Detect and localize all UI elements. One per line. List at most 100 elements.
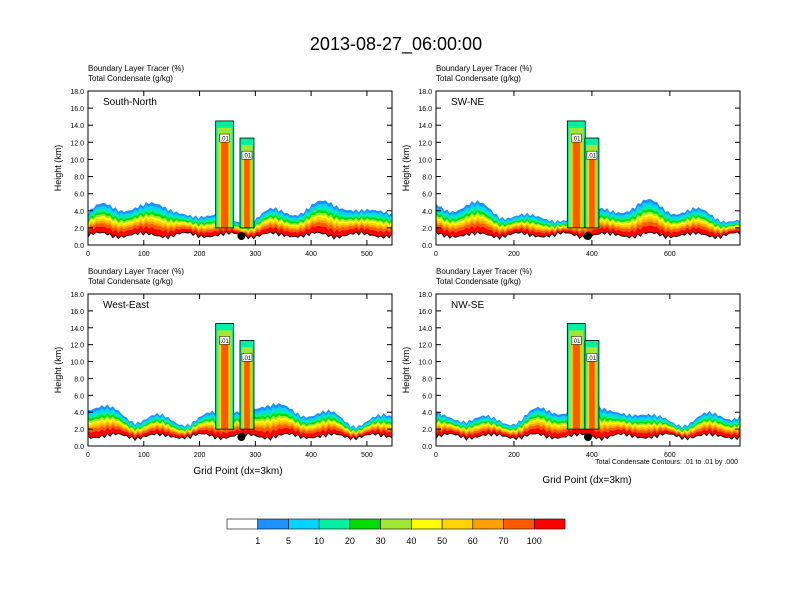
colorbar-swatch	[472, 518, 504, 530]
y-tick-label: 8.0	[422, 175, 432, 182]
colorbar-label: 30	[376, 536, 386, 546]
colorbar: 1 5 10 20 30 40 50 60 70 100	[226, 518, 566, 546]
y-tick-label: 6.0	[422, 393, 432, 400]
y-tick-label: 14.0	[418, 326, 432, 333]
panel-name: South-North	[103, 97, 157, 108]
x-tick-label: 200	[508, 251, 520, 258]
var-label: Total Condensate (g/kg)	[436, 277, 521, 286]
plume-column	[221, 343, 229, 430]
panel-frame	[435, 90, 741, 246]
y-tick-label: 4.0	[74, 209, 84, 216]
colorbar-label: 10	[314, 536, 324, 546]
contour-label: .01	[572, 339, 581, 345]
x-tick-label: 0	[86, 251, 90, 258]
y-tick-label: 18.0	[418, 292, 432, 299]
panel-name: NW-SE	[451, 300, 484, 311]
colorbar-label: 100	[527, 536, 542, 546]
var-label: Boundary Layer Tracer (%)	[436, 267, 532, 276]
figure-title: 2013-08-27_06:00:00	[310, 34, 482, 55]
panel-name: West-East	[103, 300, 149, 311]
x-tick-label: 400	[586, 251, 598, 258]
y-axis-label: Height (km)	[53, 347, 63, 394]
y-tick-label: 12.0	[418, 140, 432, 147]
y-tick-label: 8.0	[74, 175, 84, 182]
y-axis-label: Height (km)	[401, 145, 411, 192]
y-tick-label: 10.0	[70, 360, 84, 367]
panel-frame	[87, 90, 393, 246]
contour-label: .01	[243, 356, 252, 362]
y-tick-label: 0.0	[74, 243, 84, 250]
y-tick-label: 6.0	[74, 393, 84, 400]
colorbar-swatch	[533, 518, 566, 530]
colorbar-swatch	[257, 518, 289, 530]
y-tick-label: 18.0	[70, 292, 84, 299]
condensate-contour	[215, 323, 235, 430]
y-tick-label: 4.0	[422, 410, 432, 417]
y-tick-label: 12.0	[70, 140, 84, 147]
panel-south-north: Boundary Layer Tracer (%)Total Condensat…	[53, 64, 393, 258]
y-tick-label: 14.0	[70, 123, 84, 130]
x-tick-label: 0	[86, 452, 90, 459]
var-label: Boundary Layer Tracer (%)	[436, 64, 532, 73]
colorbar-swatch	[441, 518, 474, 530]
y-axis-label: Height (km)	[401, 347, 411, 394]
contour-note: Total Condensate Contours: .01 to .01 by…	[595, 459, 738, 466]
location-marker	[584, 433, 592, 441]
panel-frame	[87, 293, 393, 447]
contour-label: .01	[220, 339, 229, 345]
contour-label: .01	[588, 356, 597, 362]
colorbar-label: 5	[286, 536, 291, 546]
y-tick-label: 14.0	[418, 123, 432, 130]
colorbar-swatch	[380, 518, 412, 530]
contour-label: .01	[243, 154, 252, 160]
y-tick-label: 6.0	[74, 192, 84, 199]
y-tick-label: 10.0	[70, 157, 84, 164]
x-tick-label: 100	[138, 251, 150, 258]
contour-label-box	[219, 336, 230, 345]
location-marker	[237, 433, 246, 441]
y-axis-label: Height (km)	[53, 145, 63, 192]
plume-column	[244, 360, 250, 430]
y-tick-label: 12.0	[418, 343, 432, 350]
y-tick-label: 2.0	[422, 226, 432, 233]
y-tick-label: 2.0	[74, 427, 84, 434]
plume-column	[589, 360, 595, 430]
x-tick-label: 0	[434, 452, 438, 459]
y-tick-label: 8.0	[422, 376, 432, 383]
x-tick-label: 300	[249, 251, 261, 258]
tracer-field: .01 .01	[88, 120, 392, 245]
tracer-field: .01 .01	[436, 120, 740, 245]
contour-label-box	[241, 150, 253, 160]
y-tick-label: 12.0	[70, 343, 84, 350]
plume-column	[572, 141, 580, 228]
colorbar-swatch	[503, 518, 535, 530]
contour-label-box	[219, 133, 230, 143]
y-tick-label: 18.0	[418, 89, 432, 96]
location-marker	[584, 232, 592, 240]
y-tick-label: 10.0	[418, 157, 432, 164]
y-tick-label: 0.0	[422, 243, 432, 250]
y-tick-label: 8.0	[74, 376, 84, 383]
colorbar-swatch	[349, 518, 381, 530]
x-axis-label-left: Grid Point (dx=3km)	[193, 466, 282, 477]
colorbar-label: 50	[437, 536, 447, 546]
panel-nw-se: Boundary Layer Tracer (%)Total Condensat…	[401, 267, 741, 459]
tracer-field: .01 .01	[436, 323, 740, 446]
panel-name: SW-NE	[451, 97, 484, 108]
panels: Boundary Layer Tracer (%)Total Condensat…	[53, 64, 741, 459]
tracer-field: .01 .01	[88, 323, 392, 446]
y-tick-label: 18.0	[70, 89, 84, 96]
panel-west-east: Boundary Layer Tracer (%)Total Condensat…	[53, 267, 393, 459]
plume-column	[244, 158, 250, 228]
y-tick-label: 4.0	[422, 209, 432, 216]
y-tick-label: 4.0	[74, 410, 84, 417]
condensate-contour	[239, 340, 255, 430]
colorbar-swatch	[318, 518, 351, 530]
y-tick-label: 16.0	[70, 106, 84, 113]
location-marker	[237, 232, 246, 240]
x-tick-label: 100	[138, 452, 150, 459]
colorbar-label: 20	[345, 536, 355, 546]
plume-column	[589, 158, 595, 228]
colorbar-swatch	[226, 518, 259, 530]
